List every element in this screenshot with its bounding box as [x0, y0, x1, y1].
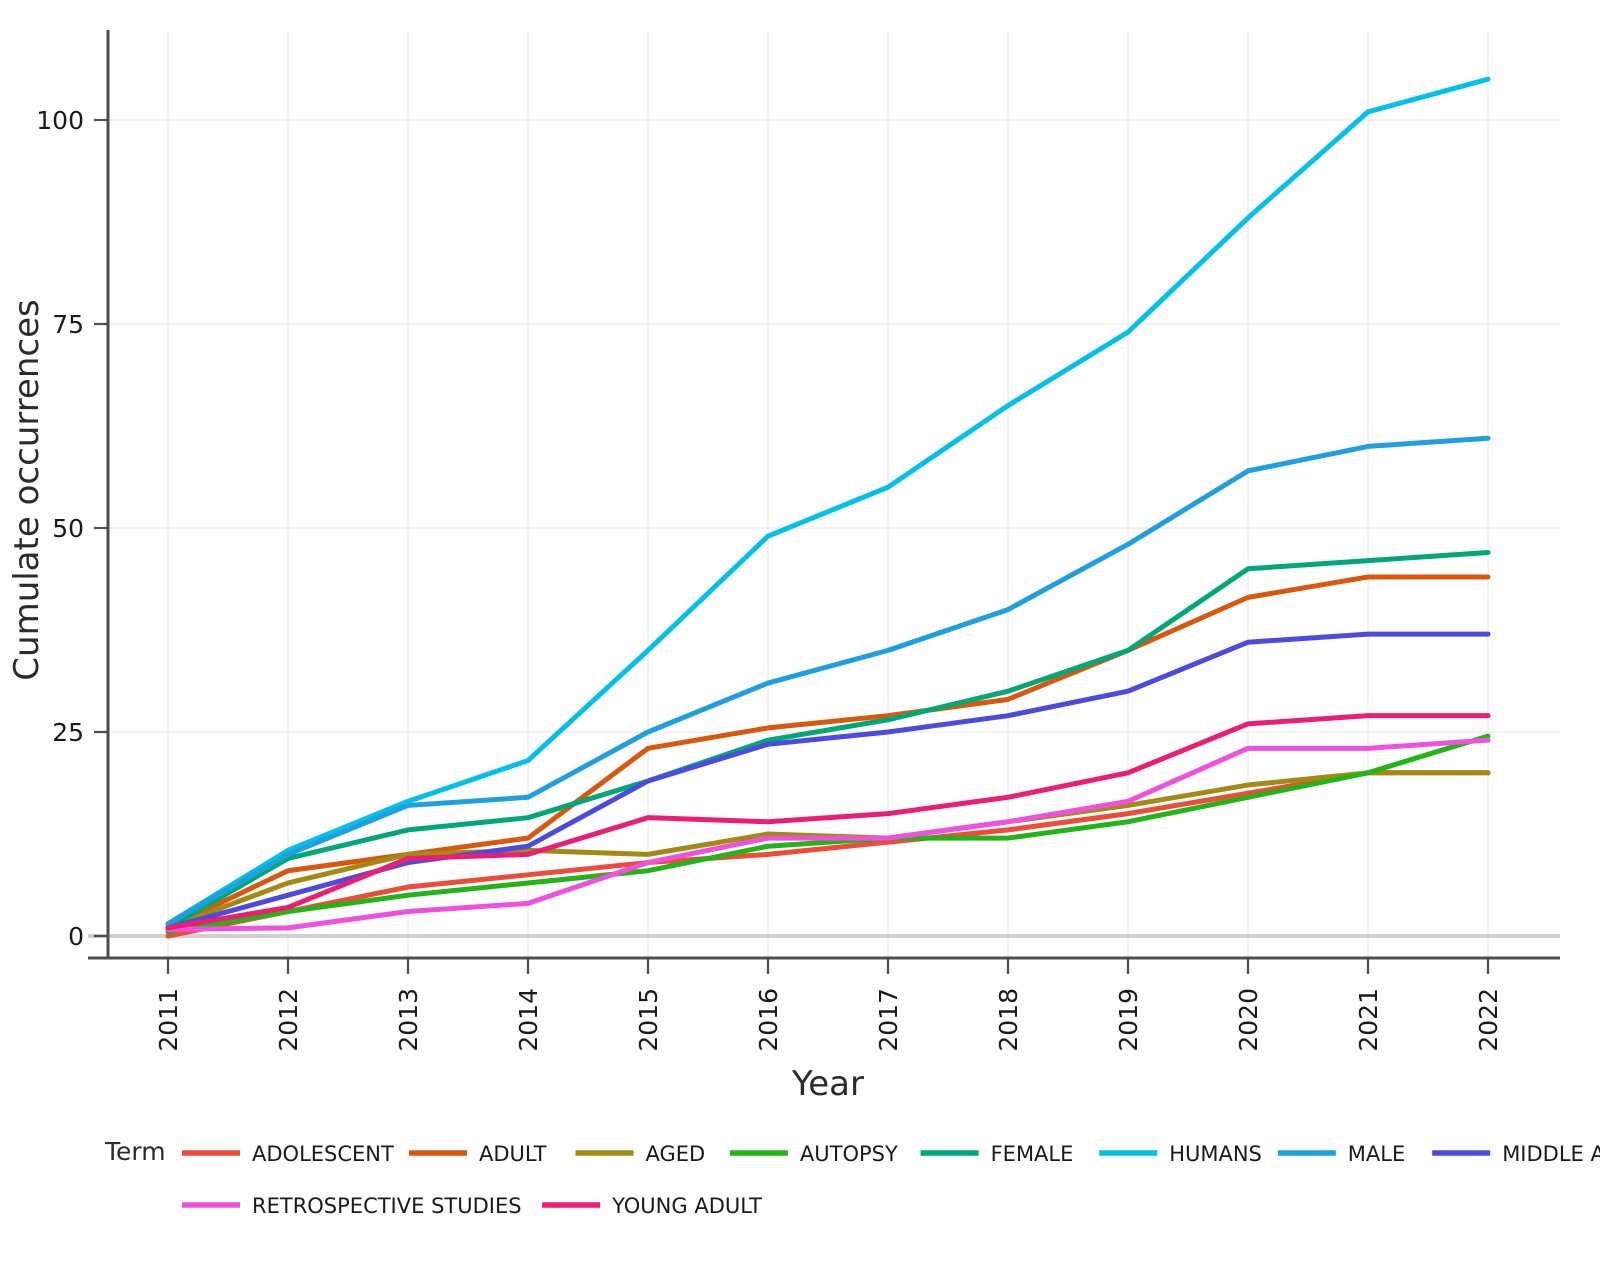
grid-lines — [108, 30, 1560, 958]
y-tick-labels: 0 25 50 75 100 — [36, 106, 84, 951]
x-tick-label: 2014 — [514, 988, 543, 1052]
x-tick-label: 2021 — [1354, 988, 1383, 1052]
y-axis-title: Cumulate occurrences — [7, 299, 47, 680]
x-tick-label: 2016 — [754, 988, 783, 1052]
series-line-young-adult — [165, 713, 1491, 931]
series-line-autopsy — [165, 733, 1491, 935]
series-line-female — [165, 549, 1491, 931]
y-tick-label: 0 — [68, 922, 84, 951]
legend-item-young-adult[interactable]: YOUNG ADULT — [542, 1194, 762, 1218]
series-lines — [165, 76, 1491, 939]
y-axis — [94, 30, 110, 958]
legend-item-label: HUMANS — [1169, 1142, 1262, 1166]
x-tick-label: 2013 — [394, 988, 423, 1052]
series-line-male — [165, 435, 1491, 927]
legend-item-label: MIDDLE AGED — [1502, 1142, 1600, 1166]
legend-item-label: MALE — [1348, 1142, 1405, 1166]
y-tick-label: 75 — [52, 310, 84, 339]
legend-item-label: ADULT — [479, 1142, 547, 1166]
y-tick-label: 50 — [52, 514, 84, 543]
series-line-retrospective-studies — [165, 737, 1491, 932]
x-tick-label: 2018 — [994, 988, 1023, 1052]
legend-item-label: FEMALE — [991, 1142, 1074, 1166]
x-tick-labels: 2011 2012 2013 2014 2015 2016 2017 2018 2019 2020… — [154, 988, 1503, 1052]
chart-legend: Term ADOLESCENT ADULT AGED AUTOPSY FEMALE HUM… — [104, 1137, 1600, 1218]
x-tick-label: 2011 — [154, 988, 183, 1052]
legend-item-autopsy[interactable]: AUTOPSY — [729, 1142, 898, 1166]
x-axis — [88, 956, 1560, 974]
legend-item-middle-aged[interactable]: MIDDLE AGED — [1432, 1142, 1600, 1166]
series-line-adolescent — [165, 770, 1491, 939]
x-tick-label: 2012 — [274, 988, 303, 1052]
legend-item-adult[interactable]: ADULT — [409, 1142, 547, 1166]
legend-item-label: YOUNG ADULT — [611, 1194, 762, 1218]
x-tick-label: 2015 — [634, 988, 663, 1052]
legend-item-retrospective-studies[interactable]: RETROSPECTIVE STUDIES — [182, 1194, 522, 1218]
legend-item-label: ADOLESCENT — [252, 1142, 394, 1166]
x-tick-label: 2019 — [1114, 988, 1143, 1052]
legend-item-label: RETROSPECTIVE STUDIES — [252, 1194, 522, 1218]
legend-item-aged[interactable]: AGED — [575, 1142, 706, 1166]
legend-items: ADOLESCENT ADULT AGED AUTOPSY FEMALE HUMANS MA… — [182, 1142, 1600, 1218]
y-tick-label: 100 — [36, 106, 84, 135]
legend-item-label: AGED — [646, 1142, 706, 1166]
legend-item-adolescent[interactable]: ADOLESCENT — [182, 1142, 394, 1166]
legend-item-female[interactable]: FEMALE — [920, 1142, 1074, 1166]
x-tick-label: 2017 — [874, 988, 903, 1052]
x-tick-label: 2020 — [1234, 988, 1263, 1052]
x-tick-label: 2022 — [1474, 988, 1503, 1052]
series-line-humans — [165, 76, 1491, 927]
legend-item-male[interactable]: MALE — [1277, 1142, 1405, 1166]
legend-item-humans[interactable]: HUMANS — [1099, 1142, 1262, 1166]
legend-title: Term — [104, 1137, 166, 1166]
x-axis-title: Year — [791, 1064, 864, 1104]
y-tick-label: 25 — [52, 718, 84, 747]
legend-item-label: AUTOPSY — [800, 1142, 898, 1166]
